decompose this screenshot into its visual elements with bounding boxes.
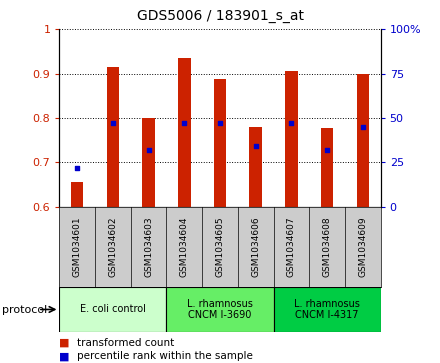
Bar <box>106 67 119 207</box>
Bar <box>178 58 191 207</box>
Bar <box>321 128 334 207</box>
Bar <box>356 74 369 207</box>
Text: GSM1034605: GSM1034605 <box>216 216 224 277</box>
Text: E. coli control: E. coli control <box>80 305 146 314</box>
Text: protocol: protocol <box>2 305 48 315</box>
Point <box>288 121 295 126</box>
Text: GSM1034608: GSM1034608 <box>323 216 332 277</box>
Text: ■: ■ <box>59 338 70 348</box>
Bar <box>249 127 262 207</box>
Text: L. rhamnosus
CNCM I-3690: L. rhamnosus CNCM I-3690 <box>187 299 253 320</box>
Text: GSM1034606: GSM1034606 <box>251 216 260 277</box>
Text: GSM1034602: GSM1034602 <box>108 217 117 277</box>
Text: GSM1034601: GSM1034601 <box>73 216 82 277</box>
Point <box>145 147 152 153</box>
Bar <box>285 71 297 207</box>
Bar <box>143 118 155 207</box>
Text: GSM1034607: GSM1034607 <box>287 216 296 277</box>
Point <box>74 165 81 171</box>
Point <box>216 121 224 126</box>
Point <box>323 147 330 153</box>
Text: L. rhamnosus
CNCM I-4317: L. rhamnosus CNCM I-4317 <box>294 299 360 320</box>
Text: transformed count: transformed count <box>77 338 174 348</box>
Text: GSM1034609: GSM1034609 <box>358 216 367 277</box>
Point <box>252 143 259 149</box>
Point <box>359 124 366 130</box>
Point <box>181 121 188 126</box>
Bar <box>71 183 84 207</box>
Bar <box>166 287 274 332</box>
Bar <box>59 287 166 332</box>
Text: GDS5006 / 183901_s_at: GDS5006 / 183901_s_at <box>136 9 304 23</box>
Bar <box>274 287 381 332</box>
Point <box>110 121 117 126</box>
Text: GSM1034603: GSM1034603 <box>144 216 153 277</box>
Bar <box>214 79 226 207</box>
Text: ■: ■ <box>59 351 70 362</box>
Text: GSM1034604: GSM1034604 <box>180 217 189 277</box>
Text: percentile rank within the sample: percentile rank within the sample <box>77 351 253 362</box>
